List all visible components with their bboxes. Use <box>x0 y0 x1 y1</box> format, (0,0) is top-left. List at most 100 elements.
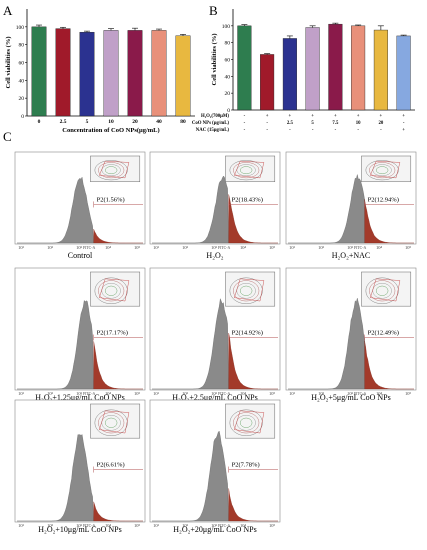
y-tick-label: 100 <box>222 24 231 30</box>
gated-area <box>93 341 143 390</box>
x-tick-label: 10³ <box>76 245 83 250</box>
bar-chart-b: 0 20 40 60 80 100 Cell viabilities (%) H₂O₂(700… <box>192 9 415 133</box>
panel-caption: Control <box>68 251 93 260</box>
x-tick-label: 20 <box>132 119 138 125</box>
panel-caption: H₂O₂+10μg/mL CoO NPs <box>38 525 121 534</box>
histogram-area <box>288 174 365 244</box>
x-tick-label: 10¹ <box>18 523 25 528</box>
scatter-inset <box>90 271 141 307</box>
histogram-panel: P2(17.17%) 10¹ 10² 10³ 10⁴ 10⁵ FITC-AH₂O₂+1.25… <box>14 267 146 402</box>
bar <box>328 23 343 111</box>
y-tick-label: 80 <box>19 43 25 49</box>
gated-area <box>364 340 414 390</box>
histogram-area <box>152 430 229 522</box>
contour <box>229 160 263 181</box>
y-tick-label: 40 <box>19 78 25 84</box>
x-tick-label: 10² <box>47 523 54 528</box>
inset-gate <box>99 410 130 434</box>
x-tick-label: 10⁴ <box>105 391 112 396</box>
inset-gate <box>370 160 401 179</box>
x-tick-label: 10¹ <box>153 245 160 250</box>
treatment-cell: 20 <box>378 121 383 126</box>
bar <box>237 25 252 111</box>
treatment-cell: - <box>312 128 314 133</box>
gate-label: P2(17.17%) <box>97 330 128 337</box>
bar <box>151 30 167 117</box>
bar <box>396 35 411 111</box>
bar <box>351 25 366 111</box>
x-tick-label: 10³ <box>76 391 83 396</box>
gate-label: P2(6.61%) <box>97 462 125 469</box>
panel-letter-c: C <box>3 129 12 144</box>
x-tick-label: 10² <box>47 391 54 396</box>
treatment-cell: 5 <box>311 121 314 126</box>
contour <box>240 417 253 428</box>
contour <box>98 412 125 434</box>
histogram-panel: P2(12.49%) 10¹ 10² 10³ 10⁴ 10⁵ FITC-AH₂O₂+5μg/… <box>285 267 417 402</box>
x-axis-label: FITC-A <box>83 246 95 250</box>
x-tick-label: 10⁵ <box>134 245 141 250</box>
y-axis-label: Cell viabilities (%) <box>5 37 12 89</box>
panel-caption: H₂O₂+NAC <box>332 251 371 260</box>
bar <box>175 35 191 117</box>
x-tick-label: 10² <box>182 523 189 528</box>
x-axis-label: FITC-A <box>354 392 366 396</box>
scatter-inset <box>90 403 141 439</box>
x-tick-label: 10⁵ <box>405 245 412 250</box>
treatment-cell: - <box>335 128 337 133</box>
x-tick-label: 5 <box>86 119 89 125</box>
contour <box>236 415 256 431</box>
y-tick-label: 60 <box>19 61 25 67</box>
gated-area <box>93 229 143 244</box>
contour <box>105 417 118 428</box>
y-tick-label: 80 <box>225 41 231 47</box>
x-tick-label: 10¹ <box>153 391 160 396</box>
contour <box>105 285 118 296</box>
y-tick-label: 0 <box>227 108 230 114</box>
contour <box>236 283 256 299</box>
x-axis-label: FITC-A <box>83 524 95 528</box>
contour <box>98 162 125 179</box>
gated-area <box>93 501 143 522</box>
y-tick-label: 0 <box>21 114 24 120</box>
x-tick-label: 10⁴ <box>105 523 112 528</box>
y-tick-label: 40 <box>225 74 231 80</box>
histogram-area <box>152 175 229 244</box>
gated-area <box>228 488 278 522</box>
x-tick-label: 10⁵ <box>405 391 412 396</box>
inset-gate <box>234 278 265 302</box>
x-tick-label: 10 <box>108 119 114 125</box>
treatment-cell: - <box>244 114 246 119</box>
gate-label: P2(7.78%) <box>232 462 260 469</box>
x-tick-label: 10⁵ <box>134 523 141 528</box>
x-tick-label: 10³ <box>347 391 354 396</box>
y-tick-label: 100 <box>16 25 25 31</box>
contour <box>94 277 128 304</box>
x-tick-label: 10¹ <box>18 391 25 396</box>
contour <box>101 283 121 299</box>
x-tick-label: 10³ <box>76 523 83 528</box>
x-tick-label: 10⁴ <box>240 391 247 396</box>
x-tick-label: 10¹ <box>289 391 296 396</box>
x-tick-label: 10⁴ <box>240 523 247 528</box>
scatter-inset <box>225 271 276 307</box>
inset-gate <box>370 278 401 302</box>
inset-gate <box>99 160 130 179</box>
treatment-cell: - <box>380 128 382 133</box>
x-tick-label: 10³ <box>211 245 218 250</box>
bar <box>103 30 119 117</box>
contour <box>236 164 256 177</box>
x-tick-label: 10⁴ <box>105 245 112 250</box>
x-axis-label: FITC-A <box>218 246 230 250</box>
contour <box>101 164 121 177</box>
treatment-cell: 7.5 <box>332 121 339 126</box>
panel-caption: H₂O₂ <box>206 251 223 260</box>
contour <box>233 280 260 302</box>
bar <box>55 28 71 117</box>
contour <box>240 285 253 296</box>
treatment-cell: + <box>380 114 383 119</box>
x-tick-label: 10⁵ <box>269 391 276 396</box>
